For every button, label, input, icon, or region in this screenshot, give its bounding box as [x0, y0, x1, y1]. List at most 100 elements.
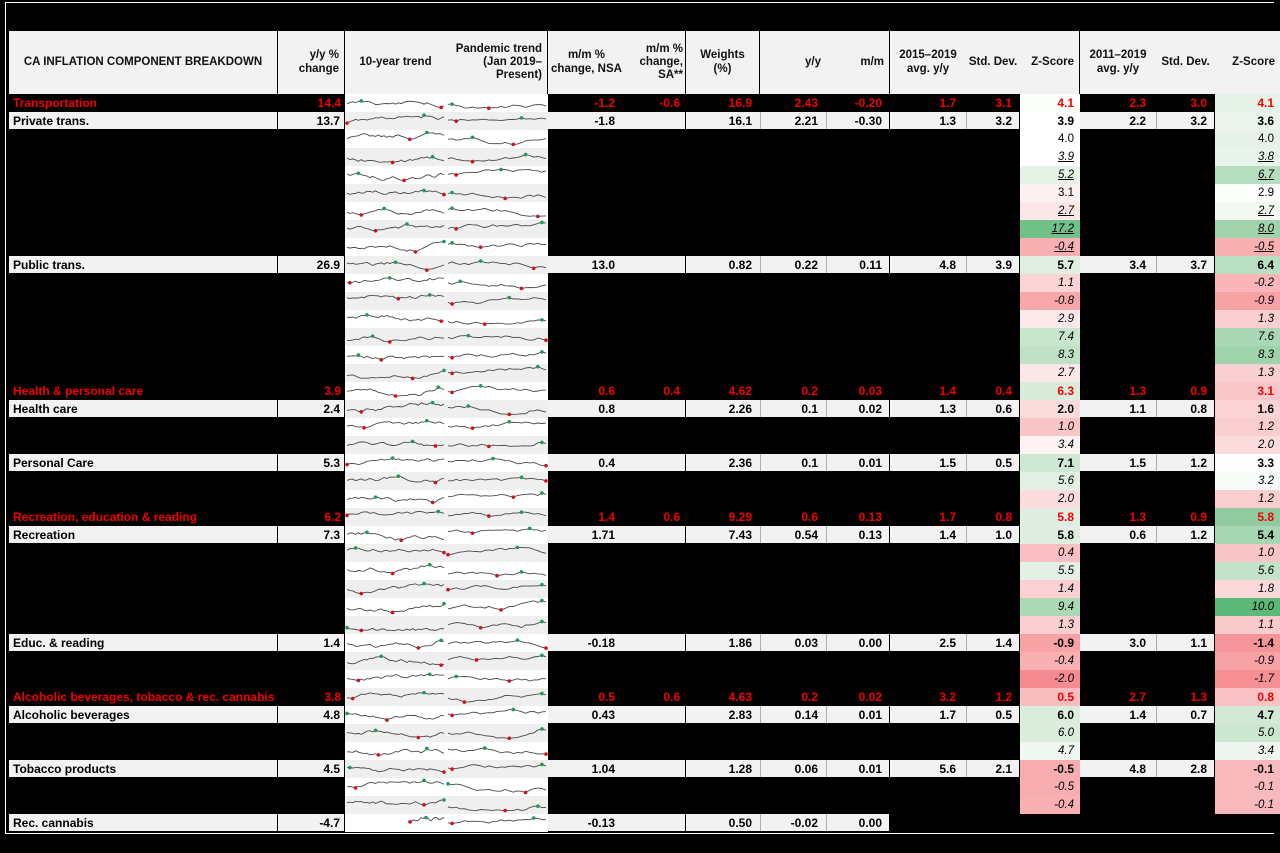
sparkline-chart: [447, 364, 547, 376]
sparkline-chart: [346, 385, 445, 398]
sparkline-chart: [407, 815, 445, 824]
sparkline-10yr-trend: [345, 778, 446, 796]
sparkline-chart: [346, 495, 445, 505]
block-mm: 1.71: [548, 526, 686, 543]
cell-wt: 16.9: [728, 96, 752, 110]
sparkline-10yr-trend: [345, 472, 446, 490]
sparkline-10yr-trend: [345, 580, 446, 598]
cell-zscore-2015: 1.4: [1020, 580, 1080, 598]
col-header-avg-2015: 2015–2019 avg. y/y: [890, 31, 966, 94]
cell-zscore-2015: 3.1: [1020, 184, 1080, 202]
cell-s11: 0.9: [1190, 510, 1207, 524]
cell-zscore-2011: -0.9: [1215, 292, 1280, 310]
cell-zscore-2011: 1.0: [1215, 544, 1280, 562]
sparkline-10yr-trend: [345, 724, 446, 742]
cell-s15: 0.4: [995, 384, 1012, 398]
cell-wt: 4.63: [728, 690, 752, 704]
sparkline-10yr-trend: [345, 256, 446, 274]
cell-a11: 4.8: [1129, 761, 1146, 776]
cell-yy-change: 13.7: [278, 112, 345, 129]
sparkline-chart: [345, 625, 445, 633]
cell-s15: 0.8: [995, 510, 1012, 524]
cell-wt: 2.26: [728, 401, 752, 416]
cell-divider: [826, 454, 827, 471]
cell-zscore-2015: 6.3: [1020, 382, 1080, 400]
cell-a11: 2.7: [1129, 690, 1146, 704]
sparkline-10yr-trend: [345, 796, 446, 814]
sparkline-10yr-trend: [345, 382, 446, 400]
sparkline-10yr-trend: [345, 526, 446, 544]
cell-zscore-2011: 2.9: [1215, 184, 1280, 202]
sparkline-chart: [346, 638, 445, 650]
cell-sa: 0.6: [663, 510, 680, 524]
sparkline-pandemic-trend: [446, 580, 548, 598]
sparkline-10yr-trend: [345, 634, 446, 652]
sparkline-chart: [346, 99, 445, 110]
sparkline-pandemic-trend: [446, 634, 548, 652]
cell-a15: 1.7: [939, 510, 956, 524]
cell-yy: 0.1: [801, 455, 818, 470]
sparkline-chart: [448, 475, 548, 483]
cell-mm: 0.01: [858, 761, 882, 776]
sparkline-10yr-trend: [345, 130, 446, 148]
cell-zscore-2011: 0.8: [1215, 688, 1280, 706]
cell-zscore-2015: 7.4: [1020, 328, 1080, 346]
cell-s11: 0.7: [1190, 707, 1207, 722]
cell-s11: 1.1: [1190, 635, 1207, 650]
cell-a15: 3.2: [939, 690, 956, 704]
sparkline-chart: [346, 400, 445, 414]
cell-a11: 1.4: [1129, 707, 1146, 722]
cell-mm: 0.11: [859, 257, 882, 272]
sparkline-chart: [346, 334, 445, 344]
block-weights-yy-mm: 16.1 2.21 -0.30: [686, 112, 890, 129]
cell-zscore-2011: 6.7: [1215, 166, 1280, 184]
sparkline-chart: [447, 350, 547, 360]
cell-divider: [1156, 256, 1157, 273]
cell-s11: 1.3: [1190, 690, 1207, 704]
sparkline-chart: [447, 691, 547, 704]
cell-component-label: Educ. & reading: [9, 634, 278, 651]
sparkline-pandemic-trend: [446, 778, 548, 796]
col-header-yy-change: y/y % change: [278, 31, 345, 94]
cell-nsa: -0.18: [587, 635, 615, 650]
cell-a15: 2.5: [939, 635, 956, 650]
cell-zscore-2011: 4.7: [1215, 706, 1280, 724]
cell-a15: 1.3: [939, 113, 956, 128]
cell-divider: [760, 706, 761, 723]
sparkline-chart: [345, 509, 445, 518]
frame-top-line: [5, 2, 1274, 3]
cell-zscore-2015: 2.0: [1020, 400, 1080, 418]
sparkline-10yr-trend: [345, 274, 446, 292]
cell-zscore-2011: 1.3: [1215, 310, 1280, 328]
cell-yy-change: 2.4: [278, 400, 345, 417]
cell-divider: [826, 400, 827, 417]
cell-sa: 0.6: [663, 690, 680, 704]
sparkline-10yr-trend: [345, 652, 446, 670]
cell-yy: 0.03: [794, 635, 818, 650]
cell-component-label: Rec. cannabis: [9, 814, 278, 831]
sparkline-chart: [345, 113, 445, 125]
sparkline-chart: [447, 598, 547, 612]
sparkline-pandemic-trend: [446, 166, 548, 184]
cell-a15: 1.7: [939, 96, 956, 110]
cell-zscore-2011: 2.7: [1215, 202, 1280, 220]
cell-sa: -0.6: [659, 96, 680, 110]
cell-wt: 2.36: [728, 455, 752, 470]
cell-nsa: 0.8: [598, 401, 615, 416]
col-header-10yr-trend: 10-year trend: [345, 31, 446, 94]
cell-category-label: Transportation: [13, 96, 98, 110]
cell-s11: 3.0: [1190, 96, 1207, 110]
block-avg-std-2011: 1.4 0.7: [1080, 706, 1215, 723]
cell-yy: 2.43: [794, 96, 818, 110]
cell-zscore-2011: 8.3: [1215, 346, 1280, 364]
cell-zscore-2011: 3.6: [1215, 112, 1280, 130]
block-weights-yy-mm: 2.26 0.1 0.02: [686, 400, 890, 417]
cell-s11: 0.9: [1190, 384, 1207, 398]
sparkline-chart: [346, 171, 445, 183]
sparkline-chart: [346, 778, 445, 790]
sparkline-chart: [346, 546, 446, 555]
cell-component-label: Public trans.: [9, 256, 278, 273]
sparkline-pandemic-trend: [446, 472, 548, 490]
cell-yy: 2.21: [794, 113, 818, 128]
cell-s11: 3.7: [1190, 257, 1207, 272]
